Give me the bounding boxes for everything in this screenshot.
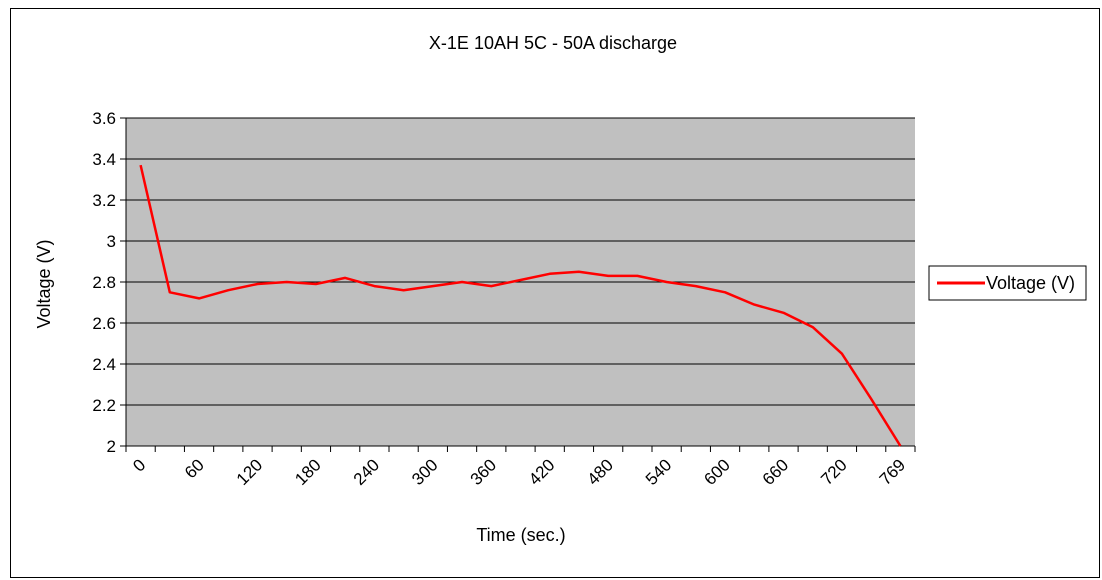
grid-lines (126, 117, 915, 406)
x-tick-label: 720 (817, 455, 850, 488)
x-axis-title: Time (sec.) (476, 525, 565, 545)
y-tick-label: 3 (107, 232, 116, 251)
y-tick-label: 2.2 (92, 396, 116, 415)
series-line (139, 164, 902, 447)
y-tick-label: 3.4 (92, 150, 116, 169)
y-tick-label: 2.4 (92, 355, 116, 374)
y-tick-label: 2.8 (92, 273, 116, 292)
x-tick-label: 60 (181, 455, 208, 482)
y-tick-label: 2 (107, 437, 116, 456)
x-tick-label: 300 (408, 455, 441, 488)
y-axis-title: Voltage (V) (34, 239, 54, 328)
legend-label: Voltage (V) (986, 273, 1075, 293)
chart-title: X-1E 10AH 5C - 50A discharge (429, 33, 677, 53)
x-tick-label: 420 (525, 455, 558, 488)
x-tick-label: 540 (642, 455, 675, 488)
x-tick-label: 0 (129, 455, 149, 475)
series-group (139, 164, 902, 447)
x-tick-label: 660 (759, 455, 792, 488)
y-axis-ticks: 2 2.2 2.4 2.6 2.8 3 3.2 3.4 3.6 (92, 109, 126, 456)
y-tick-label: 3.6 (92, 109, 116, 128)
x-tick-label: 180 (291, 455, 324, 488)
x-tick-label: 480 (583, 455, 616, 488)
x-tick-label: 240 (350, 455, 383, 488)
x-axis-ticks: 0 60 120 180 240 300 360 420 480 540 600 660 720 769 (125, 446, 916, 489)
y-tick-label: 3.2 (92, 191, 116, 210)
x-tick-label: 600 (700, 455, 733, 488)
x-tick-label: 360 (467, 455, 500, 488)
x-tick-label: 769 (876, 455, 909, 488)
y-tick-label: 2.6 (92, 314, 116, 333)
x-tick-label: 120 (233, 455, 266, 488)
legend: Voltage (V) (928, 265, 1087, 301)
